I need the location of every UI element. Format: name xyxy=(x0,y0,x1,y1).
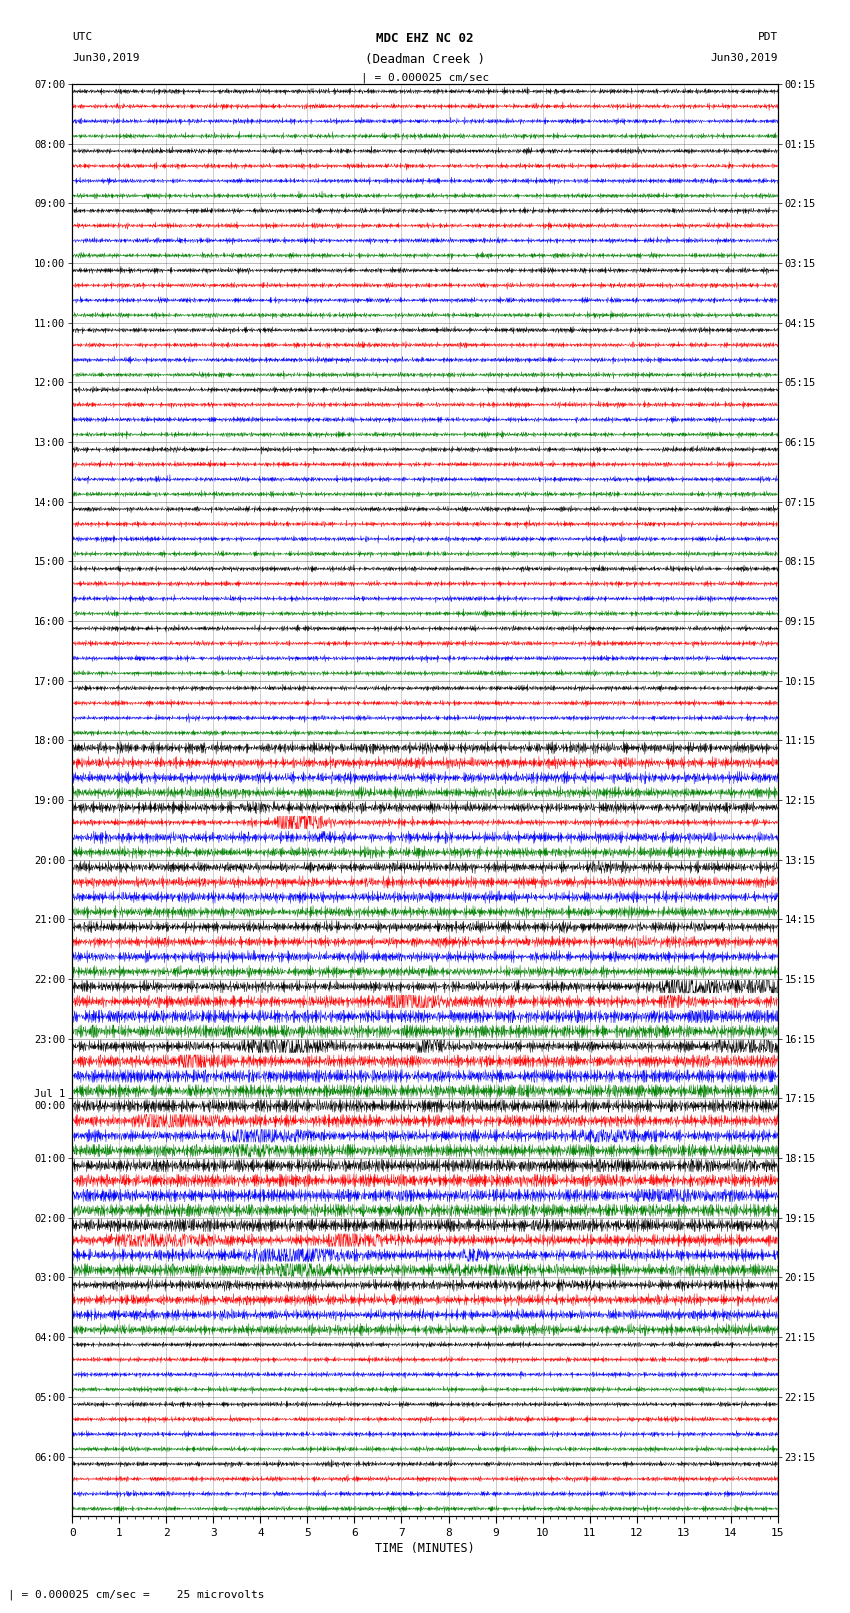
Text: | = 0.000025 cm/sec: | = 0.000025 cm/sec xyxy=(361,73,489,84)
X-axis label: TIME (MINUTES): TIME (MINUTES) xyxy=(375,1542,475,1555)
Text: UTC: UTC xyxy=(72,32,93,42)
Text: MDC EHZ NC 02: MDC EHZ NC 02 xyxy=(377,32,473,45)
Text: | = 0.000025 cm/sec =    25 microvolts: | = 0.000025 cm/sec = 25 microvolts xyxy=(8,1589,265,1600)
Text: Jun30,2019: Jun30,2019 xyxy=(711,53,778,63)
Text: PDT: PDT xyxy=(757,32,778,42)
Text: (Deadman Creek ): (Deadman Creek ) xyxy=(365,53,485,66)
Text: Jun30,2019: Jun30,2019 xyxy=(72,53,139,63)
